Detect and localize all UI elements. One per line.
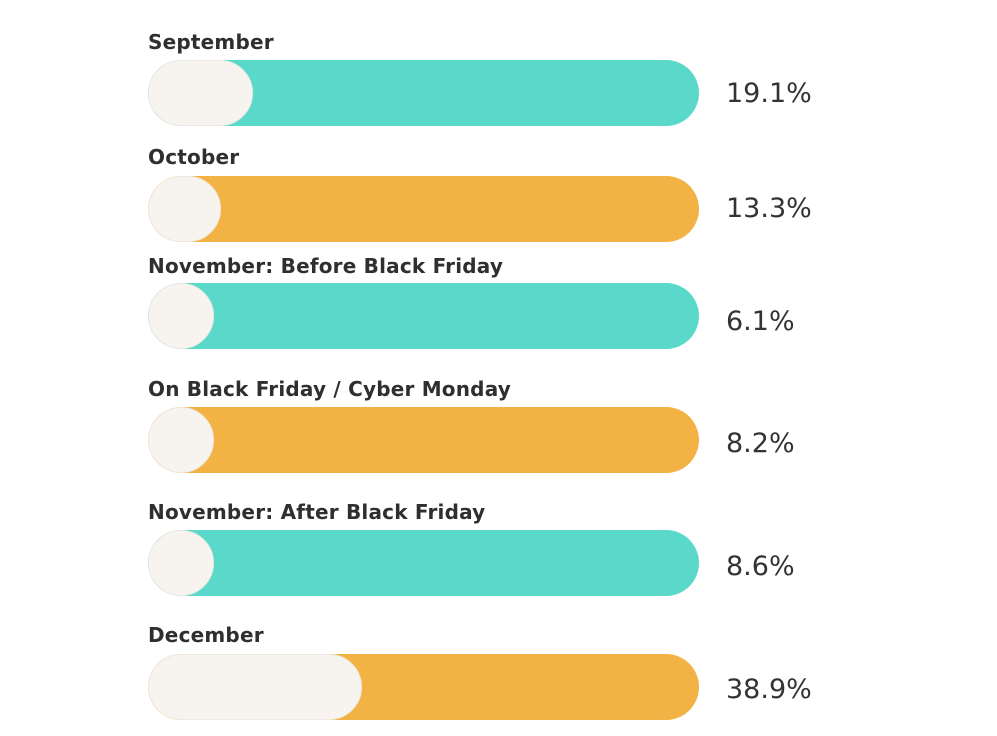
bar bbox=[148, 176, 699, 242]
bar bbox=[148, 407, 699, 473]
bar-label: November: After Black Friday bbox=[148, 500, 486, 524]
bar-fill bbox=[148, 654, 362, 720]
bar-value-label: 13.3% bbox=[726, 193, 812, 224]
bar-value-label: 8.6% bbox=[726, 551, 795, 582]
bar bbox=[148, 283, 699, 349]
bar-fill bbox=[148, 530, 214, 596]
bar-label: On Black Friday / Cyber Monday bbox=[148, 377, 512, 401]
bar-label: October bbox=[148, 145, 240, 169]
bar-label: September bbox=[148, 30, 274, 54]
bar-value-label: 38.9% bbox=[726, 674, 812, 705]
bar-fill bbox=[148, 60, 254, 126]
bar bbox=[148, 60, 699, 126]
bar bbox=[148, 530, 699, 596]
bar-fill bbox=[148, 283, 214, 349]
bar-fill bbox=[148, 176, 222, 242]
bar-value-label: 19.1% bbox=[726, 78, 812, 109]
bar bbox=[148, 654, 699, 720]
bar-label: November: Before Black Friday bbox=[148, 254, 504, 278]
bar-value-label: 8.2% bbox=[726, 428, 795, 459]
bar-fill bbox=[148, 407, 214, 473]
bar-value-label: 6.1% bbox=[726, 306, 795, 337]
bar-label: December bbox=[148, 623, 264, 647]
